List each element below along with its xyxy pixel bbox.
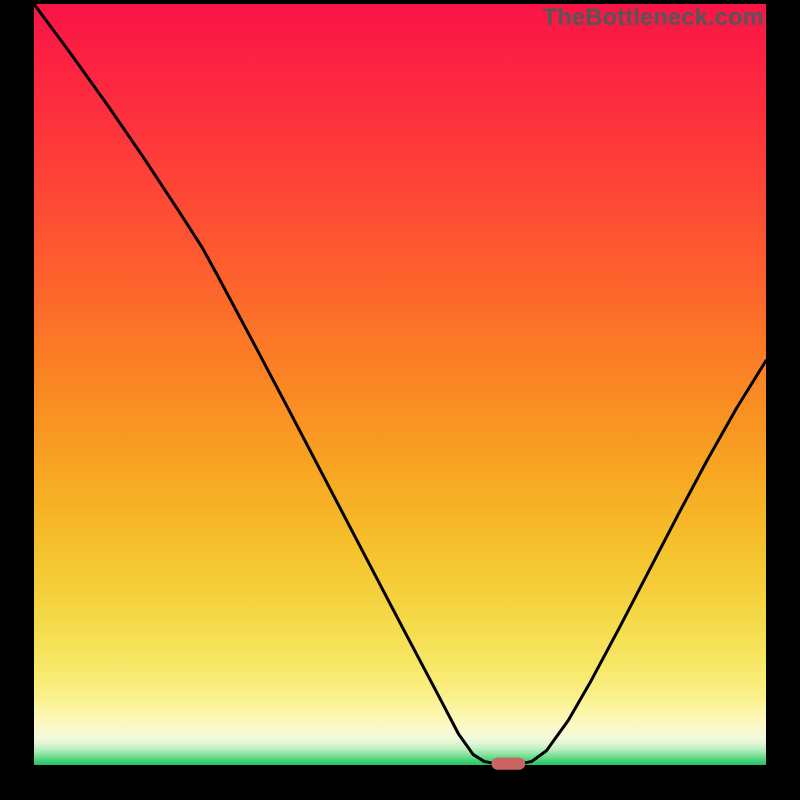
chart-frame: TheBottleneck.com [0,0,800,800]
watermark-text: TheBottleneck.com [543,4,764,32]
plot-background [34,4,766,766]
chart-svg [0,0,800,800]
optimal-marker [492,758,526,770]
